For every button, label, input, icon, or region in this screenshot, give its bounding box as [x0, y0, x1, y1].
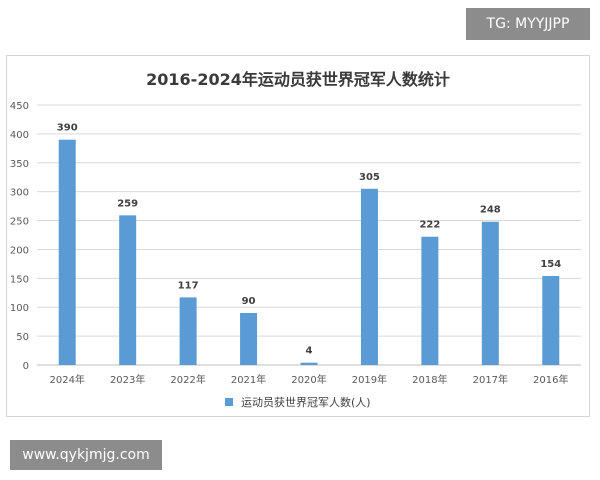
bar	[119, 215, 137, 365]
y-tick-label: 200	[10, 245, 29, 256]
x-tick-label: 2019年	[352, 373, 387, 386]
x-tick-label: 2016年	[533, 373, 568, 386]
data-label: 259	[117, 198, 138, 209]
x-tick-label: 2020年	[291, 373, 326, 386]
y-tick-label: 400	[10, 130, 29, 141]
bar	[179, 297, 197, 365]
x-tick-label: 2022年	[170, 373, 205, 386]
y-tick-label: 100	[10, 303, 29, 314]
y-tick-label: 250	[10, 217, 29, 228]
data-label: 390	[57, 123, 78, 134]
bar	[542, 276, 560, 365]
x-tick-label: 2023年	[110, 373, 145, 386]
y-tick-label: 150	[10, 274, 29, 285]
y-tick-label: 350	[10, 159, 29, 170]
chart-title: 2016-2024年运动员获世界冠军人数统计	[146, 70, 450, 89]
watermark-tag-top: TG: MYYJJPP	[466, 8, 590, 40]
bar	[481, 221, 499, 365]
bar	[360, 188, 378, 365]
data-label: 4	[306, 346, 313, 357]
watermark-tag-bottom: www.qykjmjg.com	[10, 440, 162, 470]
data-label: 305	[359, 172, 380, 183]
data-label: 154	[540, 259, 561, 270]
data-label: 90	[242, 296, 256, 307]
y-tick-label: 300	[10, 188, 29, 199]
legend-label: 运动员获世界冠军人数(人)	[240, 396, 371, 409]
x-tick-label: 2018年	[412, 373, 447, 386]
legend: 运动员获世界冠军人数(人)	[7, 394, 589, 410]
y-tick-label: 50	[16, 332, 29, 343]
bar	[240, 313, 258, 365]
chart-container: 2016-2024年运动员获世界冠军人数统计 0 50 100 150 200 250 30…	[6, 55, 590, 417]
y-tick-label: 450	[10, 101, 29, 112]
bar	[421, 236, 439, 365]
x-tick-label: 2021年	[231, 373, 266, 386]
y-tick-label: 0	[23, 361, 29, 372]
data-label: 248	[480, 205, 501, 216]
data-label: 117	[178, 280, 199, 291]
bar	[58, 139, 76, 365]
bar-chart: 0 50 100 150 200 250 300 350 400 450 390 2024年 259 20…	[10, 101, 581, 386]
x-tick-label: 2017年	[473, 373, 508, 386]
bar	[300, 362, 318, 365]
x-tick-label: 2024年	[49, 373, 84, 386]
legend-swatch	[225, 398, 234, 406]
data-label: 222	[419, 220, 440, 231]
